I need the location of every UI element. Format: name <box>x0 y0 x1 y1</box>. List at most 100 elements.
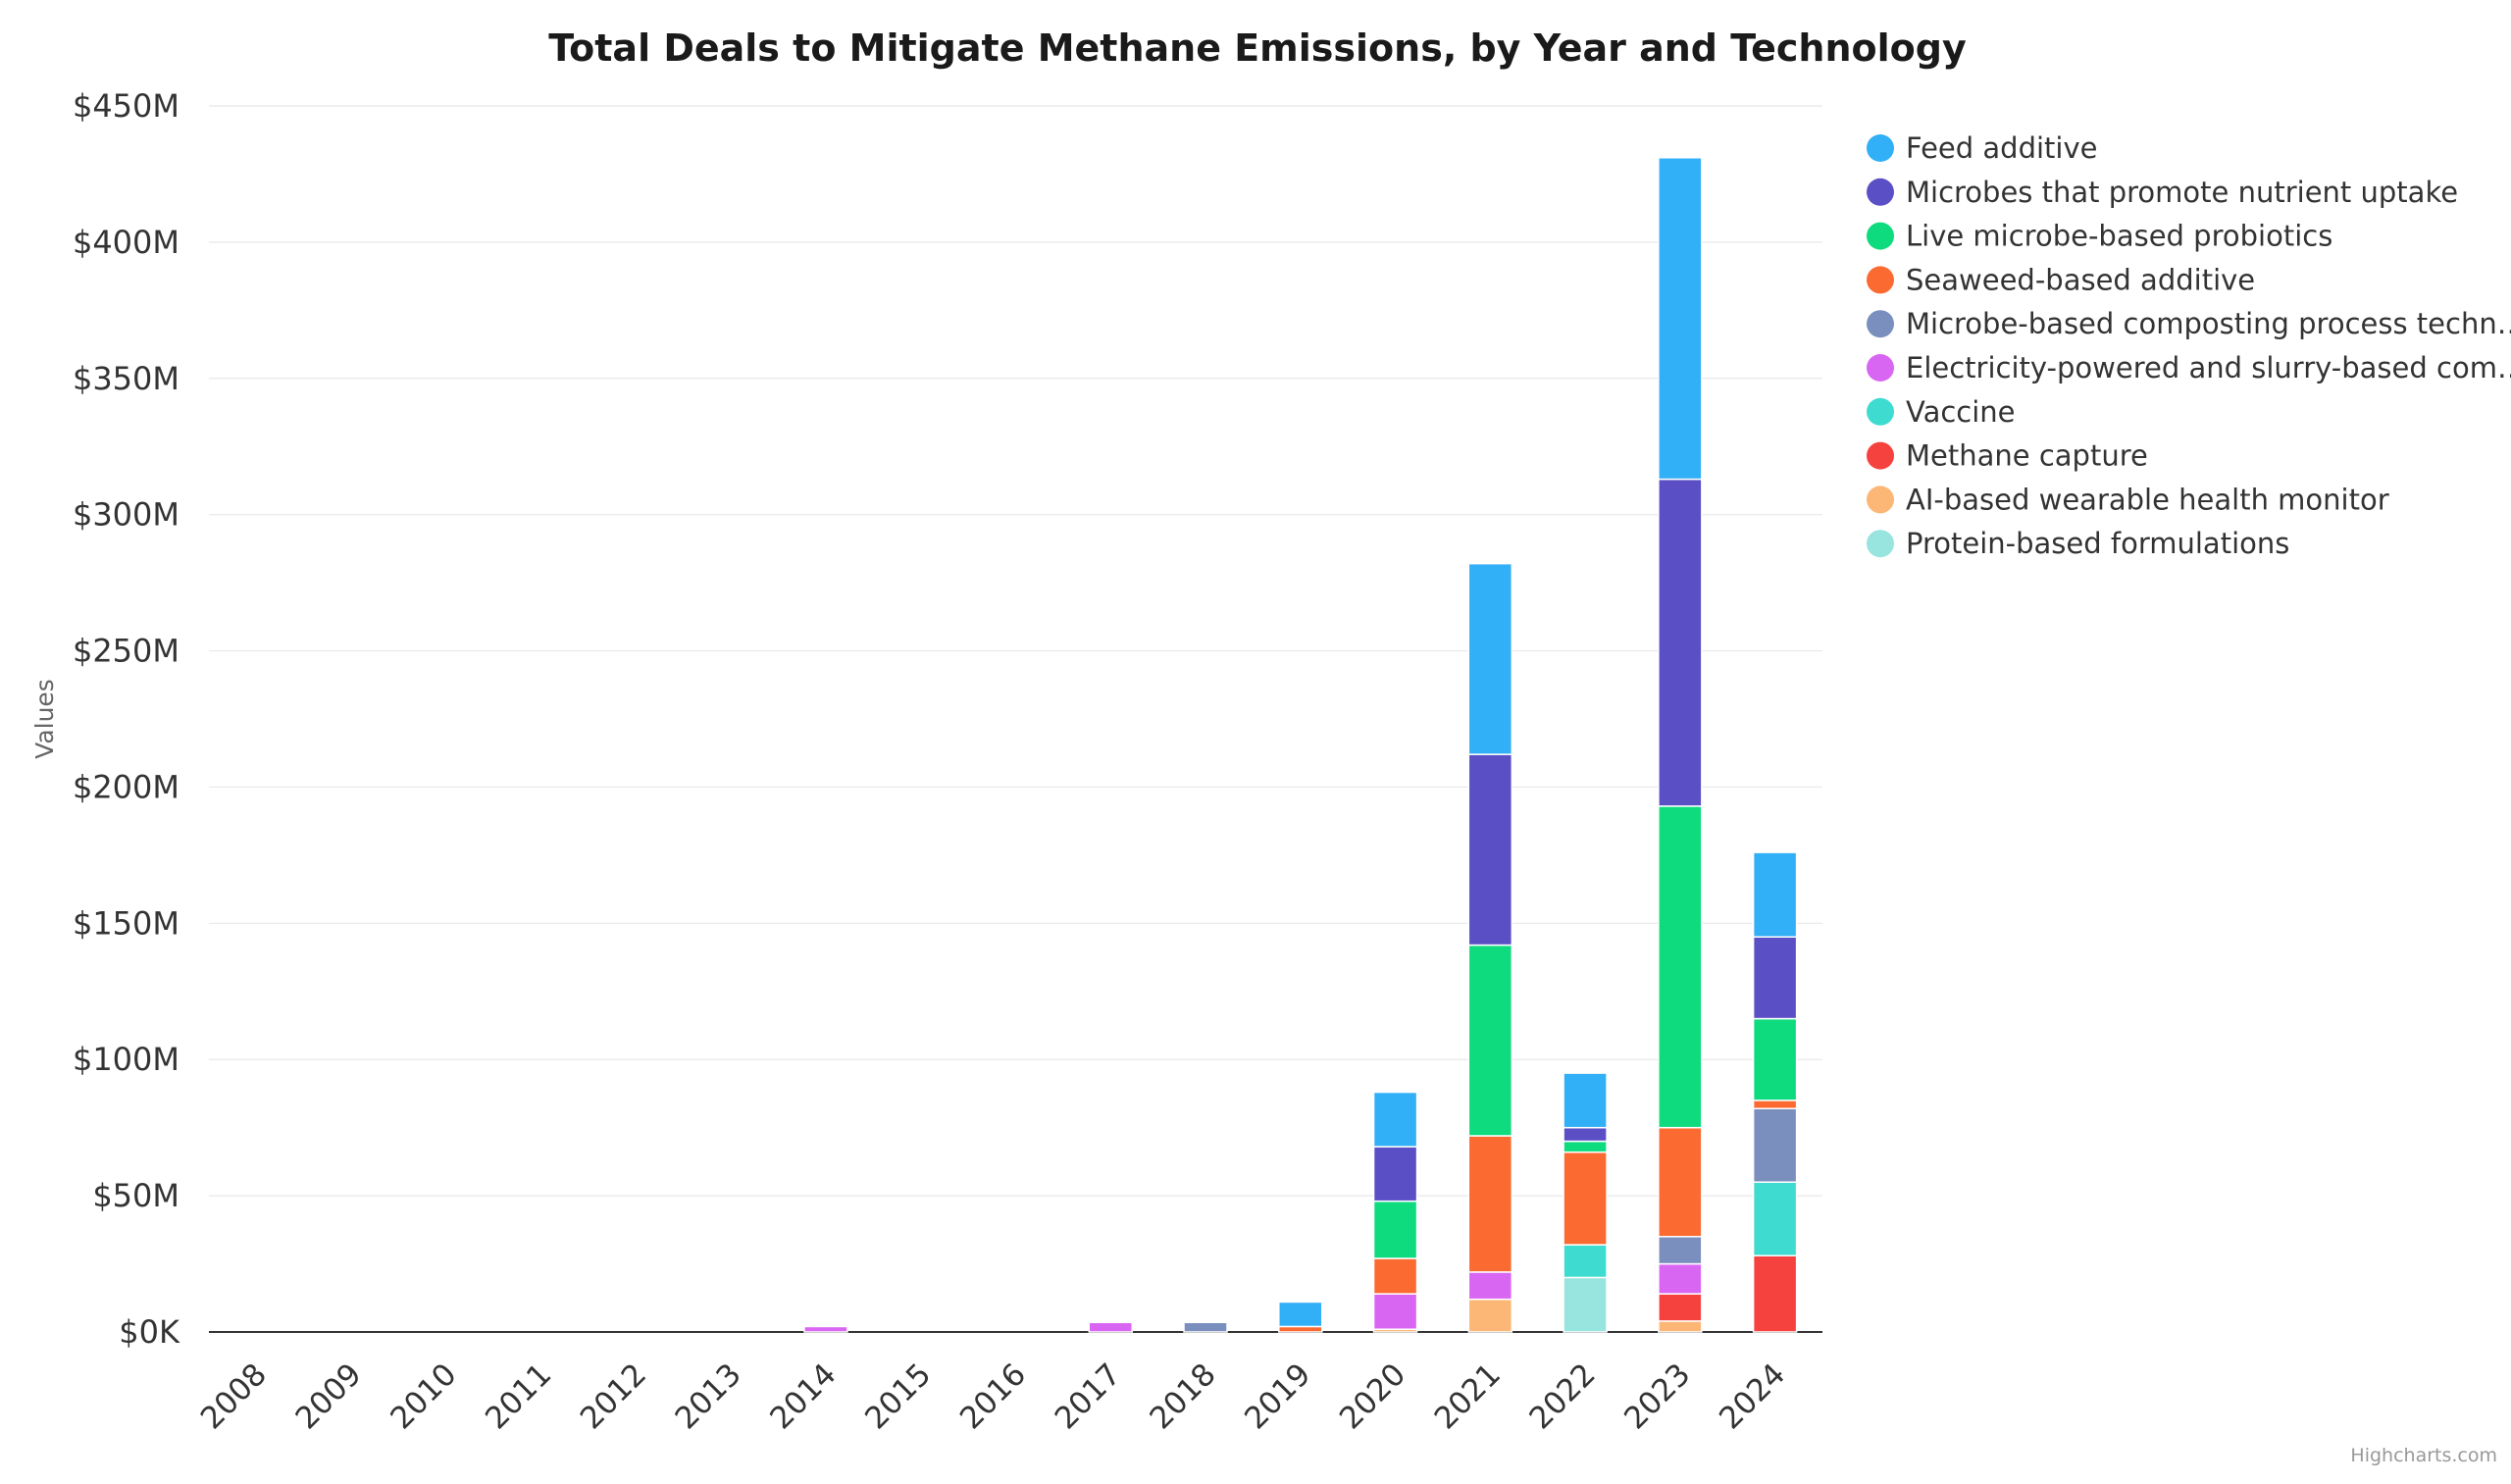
legend-item[interactable]: Microbes that promote nutrient uptake <box>1867 176 2458 209</box>
legend-marker <box>1867 354 1894 382</box>
bar-segment[interactable] <box>1467 562 1513 755</box>
legend-item[interactable]: Electricity-powered and slurry-based com… <box>1867 351 2511 384</box>
credits-label[interactable]: Highcharts.com <box>2350 1445 2497 1466</box>
y-axis-title: Values <box>30 679 59 759</box>
legend-item[interactable]: Protein-based formulations <box>1867 527 2289 560</box>
x-tick-label: 2012 <box>574 1356 653 1436</box>
legend-marker <box>1867 134 1894 162</box>
bar-segment[interactable] <box>1658 1320 1703 1333</box>
bars <box>803 157 1798 1333</box>
bar-segment[interactable] <box>1372 1091 1418 1148</box>
x-tick-label: 2010 <box>384 1356 463 1436</box>
legend-item[interactable]: Methane capture <box>1867 439 2148 473</box>
legend-marker <box>1867 530 1894 558</box>
legend-label: Microbe-based composting process techn… <box>1906 307 2511 340</box>
bar-segment[interactable] <box>1467 1271 1513 1301</box>
gridlines <box>209 105 1822 1333</box>
legend-item[interactable]: Vaccine <box>1867 395 2016 429</box>
bar-segment[interactable] <box>1563 1151 1608 1246</box>
bar-segment[interactable] <box>1752 851 1798 938</box>
bar-segment[interactable] <box>1467 1298 1513 1333</box>
bar-segment[interactable] <box>1278 1325 1323 1333</box>
x-tick-label: 2011 <box>479 1356 558 1436</box>
bar-segment[interactable] <box>803 1325 848 1333</box>
y-tick-label: $250M <box>73 633 179 670</box>
bar-segment[interactable] <box>1752 1254 1798 1333</box>
x-tick-label: 2023 <box>1617 1356 1697 1436</box>
bar-segment[interactable] <box>1563 1140 1608 1153</box>
legend-item[interactable]: Microbe-based composting process techn… <box>1867 307 2511 340</box>
legend-marker <box>1867 266 1894 294</box>
legend: Feed additive Microbes that promote nutri… <box>1867 131 2511 560</box>
bar-segment[interactable] <box>1563 1126 1608 1143</box>
legend-item[interactable]: Feed additive <box>1867 131 2097 165</box>
bar-segment[interactable] <box>1658 1236 1703 1265</box>
bar-segment[interactable] <box>1372 1257 1418 1295</box>
legend-item[interactable]: Seaweed-based additive <box>1867 263 2255 296</box>
x-tick-label: 2024 <box>1713 1356 1792 1436</box>
bar-segment[interactable] <box>1088 1321 1134 1333</box>
bar-segment[interactable] <box>1752 1017 1798 1101</box>
bar-segment[interactable] <box>1372 1293 1418 1330</box>
y-tick-label: $400M <box>73 224 179 261</box>
legend-label: Microbes that promote nutrient uptake <box>1906 176 2458 209</box>
bar-segment[interactable] <box>1752 936 1798 1020</box>
x-tick-label: 2017 <box>1049 1356 1128 1436</box>
bar-segment[interactable] <box>1563 1072 1608 1129</box>
y-tick-label: $350M <box>73 360 179 397</box>
legend-item[interactable]: Live microbe-based probiotics <box>1867 220 2332 253</box>
legend-marker <box>1867 397 1894 426</box>
bar-segment[interactable] <box>1183 1321 1228 1333</box>
x-tick-label: 2021 <box>1428 1356 1508 1436</box>
legend-label: Protein-based formulations <box>1906 527 2289 560</box>
x-tick-label: 2020 <box>1333 1356 1412 1436</box>
x-tick-label: 2008 <box>194 1356 274 1436</box>
legend-label: Feed additive <box>1906 131 2097 165</box>
bar-segment[interactable] <box>1658 478 1703 807</box>
y-tick-label: $150M <box>73 904 179 942</box>
x-axis-ticks: 2008 2009 2010 2011 2012 2013 2014 2015 2016 2017… <box>194 1356 1792 1436</box>
bar-segment[interactable] <box>1467 1135 1513 1273</box>
bar-segment[interactable] <box>1563 1244 1608 1279</box>
bar-segment[interactable] <box>1658 1262 1703 1295</box>
y-axis-ticks: $0K $50M $100M $150M $200M $250M $300M $350M $40… <box>73 87 180 1351</box>
x-tick-label: 2018 <box>1143 1356 1222 1436</box>
bar-segment[interactable] <box>1467 753 1513 947</box>
x-tick-label: 2016 <box>953 1356 1033 1436</box>
legend-marker <box>1867 178 1894 206</box>
legend-label: Methane capture <box>1906 439 2148 473</box>
bar-segment[interactable] <box>1658 1293 1703 1322</box>
x-tick-label: 2014 <box>763 1356 843 1436</box>
bar-segment[interactable] <box>1752 1100 1798 1109</box>
bar-segment[interactable] <box>1658 805 1703 1129</box>
legend-marker <box>1867 441 1894 470</box>
legend-marker <box>1867 486 1894 514</box>
legend-marker <box>1867 310 1894 338</box>
bar-segment[interactable] <box>1563 1276 1608 1333</box>
y-tick-label: $0K <box>119 1313 180 1351</box>
bar-segment[interactable] <box>1752 1181 1798 1256</box>
legend-marker <box>1867 222 1894 250</box>
y-tick-label: $450M <box>73 87 179 125</box>
bar-segment[interactable] <box>1278 1301 1323 1328</box>
legend-label: AI-based wearable health monitor <box>1906 483 2389 516</box>
y-tick-label: $50M <box>92 1177 179 1214</box>
legend-item[interactable]: AI-based wearable health monitor <box>1867 483 2389 516</box>
y-tick-label: $100M <box>73 1041 179 1078</box>
x-tick-label: 2009 <box>289 1356 369 1436</box>
legend-label: Electricity-powered and slurry-based com… <box>1906 351 2511 384</box>
legend-label: Live microbe-based probiotics <box>1906 220 2332 253</box>
y-tick-label: $300M <box>73 496 179 534</box>
x-tick-label: 2013 <box>669 1356 748 1436</box>
x-tick-label: 2019 <box>1238 1356 1317 1436</box>
bar-segment[interactable] <box>1658 157 1703 481</box>
x-tick-label: 2015 <box>858 1356 938 1436</box>
bar-segment[interactable] <box>1752 1107 1798 1183</box>
bar-segment[interactable] <box>1467 944 1513 1137</box>
bar-segment[interactable] <box>1372 1200 1418 1259</box>
bar-segment[interactable] <box>1372 1146 1418 1203</box>
x-tick-label: 2022 <box>1522 1356 1602 1436</box>
legend-label: Seaweed-based additive <box>1906 263 2255 296</box>
bar-segment[interactable] <box>1658 1126 1703 1238</box>
